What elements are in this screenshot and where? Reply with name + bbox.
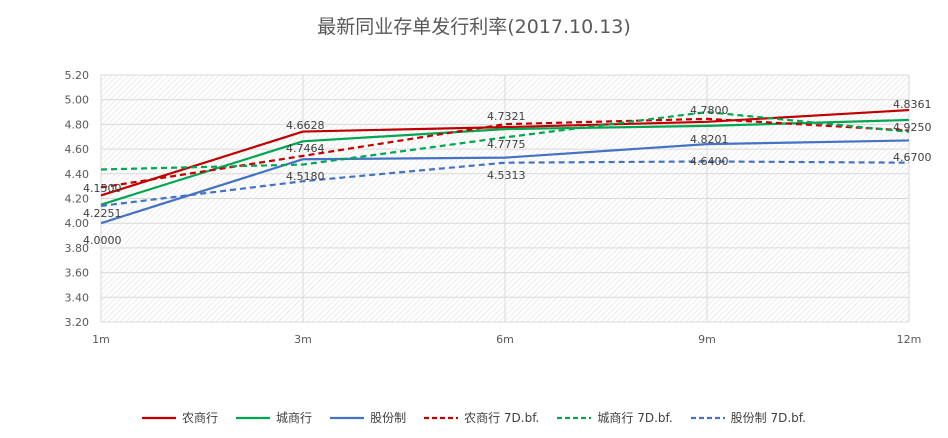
series-line-5 [100,110,910,171]
legend-swatch [424,416,459,419]
x-tick-label: 1m [92,333,110,346]
legend-swatch [142,416,177,419]
legend-label: 农商行 [182,411,219,425]
data-label: 4.7464 [286,142,325,155]
series-line-1 [100,108,910,197]
series-line-3 [100,139,910,225]
legend-item: 农商行 7D.bf. [424,409,539,426]
y-tick-label: 4.40 [65,168,90,181]
chart-title: 最新同业存单发行利率(2017.10.13) [317,16,631,38]
y-tick-label: 4.20 [65,193,90,206]
y-tick-label: 3.40 [65,291,90,304]
legend: 农商行 城商行 股份制 农商行 7D.bf. 城商行 7D.bf. 股份制 7D.bf. [0,409,948,426]
data-label: 4.1500 [83,182,122,195]
x-tick-label: 6m [496,333,514,346]
y-tick-label: 5.00 [65,94,90,107]
y-tick-label: 3.20 [65,316,90,329]
legend-item: 城商行 7D.bf. [557,409,673,426]
data-label: 4.2251 [83,207,122,220]
y-tick-label: 3.60 [65,267,90,280]
legend-label: 城商行 [276,411,313,425]
x-tick-label: 12m [897,333,922,346]
data-label: 4.7800 [690,104,729,117]
y-tick-label: 4.00 [65,217,90,230]
legend-label: 农商行 7D.bf. [464,411,540,425]
data-label: 4.8361 [893,98,932,111]
legend-label: 股份制 [370,411,407,425]
legend-swatch [330,416,365,419]
data-label: 4.8201 [690,133,729,146]
legend-item: 股份制 [330,409,406,426]
data-label: 4.6628 [286,119,325,132]
y-tick-label: 3.80 [65,242,90,255]
y-tick-label: 4.80 [65,118,90,131]
legend-label: 股份制 7D.bf. [730,411,806,425]
legend-item: 股份制 7D.bf. [690,409,806,426]
series-line-2 [100,118,910,206]
data-label: 4.9250 [893,121,932,134]
data-label: 4.5180 [286,170,325,183]
legend-swatch [236,416,271,419]
y-tick-label: 4.60 [65,143,90,156]
data-label: 4.6700 [893,151,932,164]
legend-label: 城商行 7D.bf. [597,411,673,425]
legend-item: 农商行 [142,409,218,426]
x-tick-label: 3m [294,333,312,346]
series-line-6 [100,160,910,208]
legend-swatch [690,416,725,419]
y-tick-label: 5.20 [65,69,90,82]
data-label: 4.7775 [487,138,526,151]
data-label: 4.0000 [83,234,122,247]
data-label: 4.7321 [487,110,526,123]
legend-item: 城商行 [236,409,312,426]
legend-swatch [557,416,592,419]
data-label: 4.6400 [690,155,729,168]
data-label: 4.5313 [487,169,526,182]
x-tick-label: 9m [698,333,716,346]
